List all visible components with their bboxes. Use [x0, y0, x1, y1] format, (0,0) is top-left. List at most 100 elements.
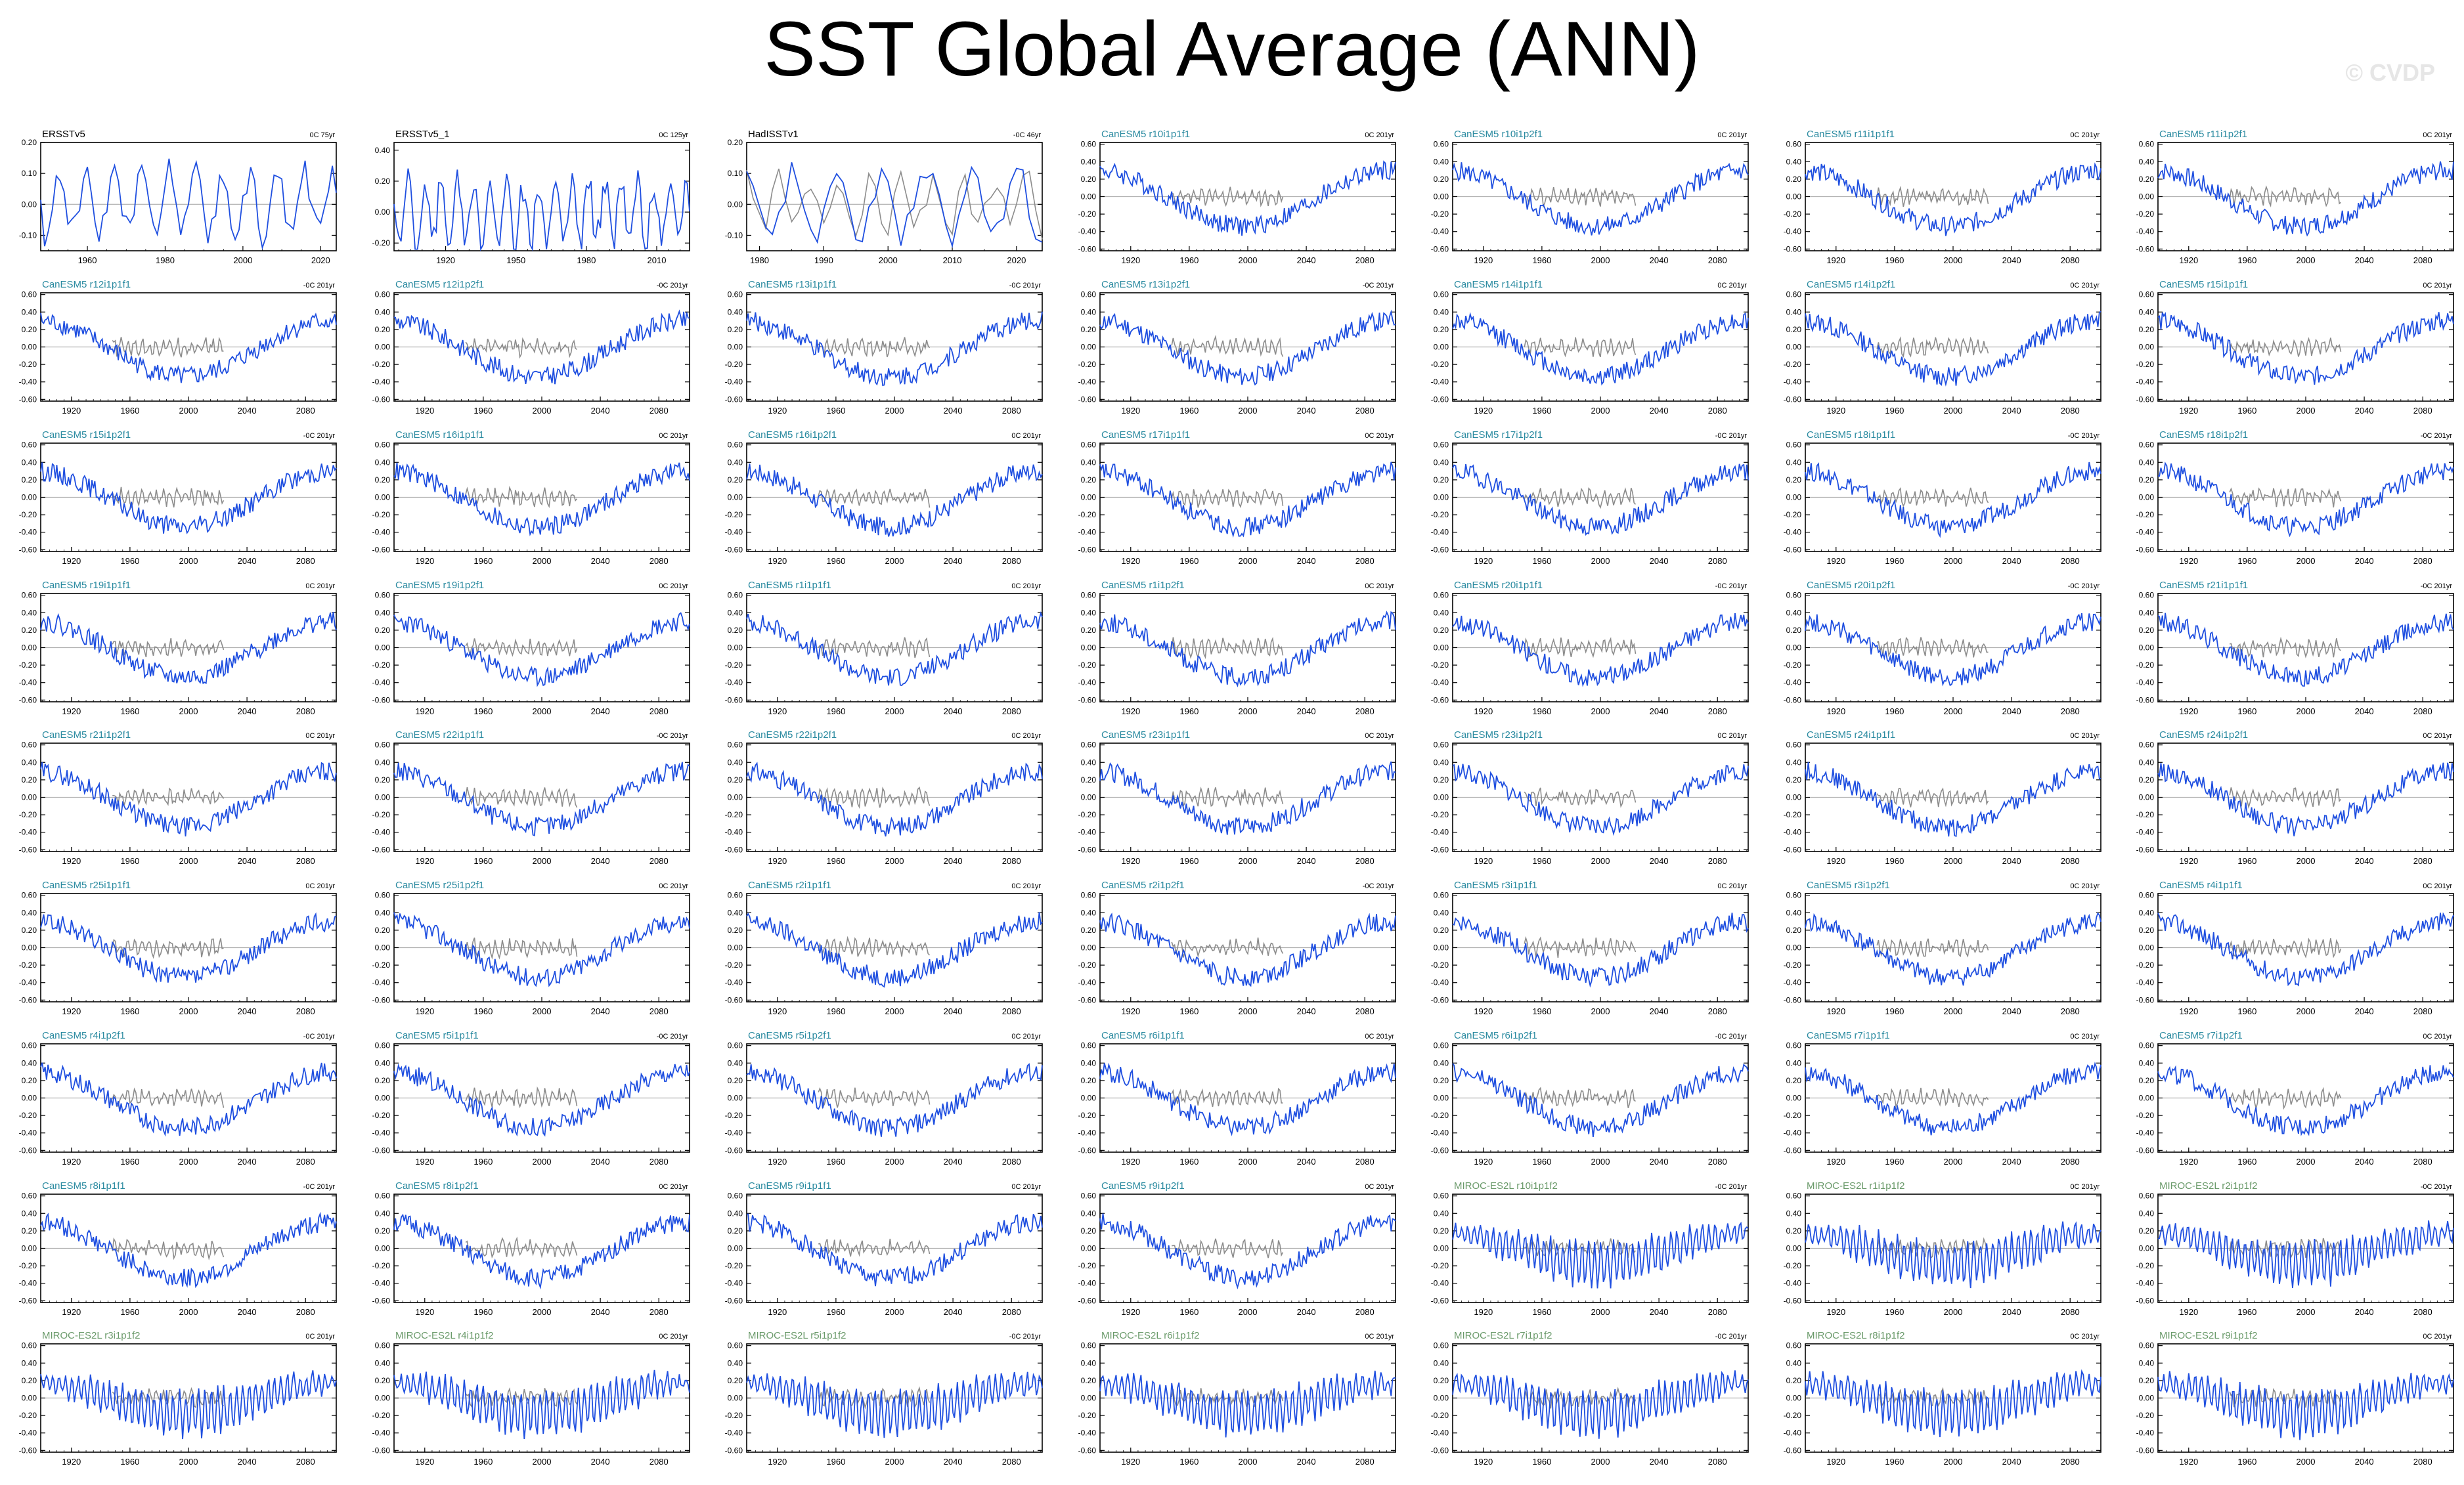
reference-line [2229, 787, 2342, 809]
y-tick-label: 0.20 [375, 177, 391, 186]
y-tick-label: 0.40 [22, 758, 37, 767]
panel-canesm5-r23i1p1f1: 0.60 0.40 0.20 0.00 -0.20 -0.40 -0.60 1920 1960 2… [1078, 729, 1396, 866]
x-tick-label: 2040 [2355, 1307, 2374, 1317]
y-tick-label: 0.60 [1434, 591, 1449, 600]
y-tick-label: -0.60 [725, 845, 743, 854]
y-tick-label: -0.40 [725, 1429, 743, 1438]
watermark-logo: © CVDP [2345, 59, 2435, 86]
x-tick-label: 1920 [1474, 856, 1493, 866]
x-tick-label: 1960 [120, 1307, 139, 1317]
y-tick-label: 0.00 [2139, 1394, 2155, 1403]
series-line [393, 309, 690, 385]
trend-label: -0C 201yr [2068, 432, 2100, 440]
panel-frame [40, 142, 337, 251]
x-tick-label: 2000 [533, 556, 552, 566]
panel-canesm5-r14i1p2f1: 0.60 0.40 0.20 0.00 -0.20 -0.40 -0.60 1920 1960 2… [1784, 279, 2101, 416]
y-tick-label: 0.40 [22, 1358, 37, 1367]
x-tick-label: 2080 [1355, 856, 1375, 866]
trend-label: -0C 201yr [657, 282, 689, 290]
y-tick-label: 0.40 [2139, 608, 2155, 617]
reference-line [2229, 487, 2342, 507]
y-tick-label: 0.60 [375, 591, 391, 600]
y-tick-label: -0.20 [1784, 1261, 1802, 1270]
x-tick-label: 2080 [649, 1157, 669, 1167]
y-tick-label: -0.60 [1431, 545, 1449, 554]
x-tick-label: 2040 [2355, 856, 2374, 866]
y-tick-label: 0.40 [1081, 1058, 1097, 1067]
panel-canesm5-r1i1p2f1: 0.60 0.40 0.20 0.00 -0.20 -0.40 -0.60 1920 1960 2… [1078, 580, 1396, 716]
x-tick-label: 2040 [591, 1157, 610, 1167]
panel-canesm5-r5i1p2f1: 0.60 0.40 0.20 0.00 -0.20 -0.40 -0.60 1920 1960 2… [725, 1030, 1043, 1167]
y-tick-label: 0.20 [1081, 175, 1097, 184]
y-tick-label: 0.40 [1434, 1058, 1449, 1067]
y-tick-label: 0.00 [1434, 192, 1449, 202]
x-tick-label: 2000 [885, 706, 904, 716]
x-tick-label: 2040 [944, 556, 963, 566]
y-tick-label: 0.00 [728, 793, 743, 802]
trend-label: -0C 201yr [1363, 882, 1395, 890]
y-tick-label: 0.60 [2139, 441, 2155, 450]
panel-title: CanESM5 r25i1p2f1 [395, 880, 484, 891]
y-tick-label: 0.40 [375, 908, 391, 917]
x-tick-label: 1960 [473, 406, 493, 416]
trend-label: 0C 201yr [1717, 282, 1747, 290]
y-tick-label: 0.00 [1786, 643, 1802, 653]
y-tick-label: -0.60 [1431, 995, 1449, 1004]
y-tick-label: -0.20 [19, 1261, 37, 1270]
reference-line [1524, 787, 1637, 808]
y-tick-label: 0.00 [1434, 1094, 1449, 1103]
y-tick-label: -0.20 [1784, 960, 1802, 970]
reference-line [112, 787, 225, 806]
x-tick-label: 1920 [1121, 706, 1140, 716]
y-tick-label: 0.40 [1786, 758, 1802, 767]
y-tick-label: 0.40 [728, 307, 743, 316]
y-tick-label: 0.40 [2139, 307, 2155, 316]
x-tick-label: 2000 [2297, 706, 2316, 716]
y-tick-label: -0.60 [372, 1446, 391, 1455]
reference-line [1171, 1087, 1283, 1108]
panel-canesm5-r7i1p1f1: 0.60 0.40 0.20 0.00 -0.20 -0.40 -0.60 1920 1960 2… [1784, 1030, 2101, 1167]
y-tick-label: 0.60 [728, 290, 743, 299]
y-tick-label: -0.60 [19, 1296, 37, 1305]
y-tick-label: 0.60 [375, 441, 391, 450]
panel-ersstv5-1: 0.40 0.20 0.00 -0.20 1920 1950 1980 2010 ERSSTv5… [372, 129, 690, 265]
panel-canesm5-r24i1p2f1: 0.60 0.40 0.20 0.00 -0.20 -0.40 -0.60 1920 1960 2… [2136, 729, 2454, 866]
x-tick-label: 2020 [311, 255, 330, 265]
trend-label: -0C 201yr [1715, 1033, 1748, 1041]
y-tick-label: 0.40 [728, 1358, 743, 1367]
x-tick-label: 2000 [1944, 1457, 1963, 1467]
panel-miroc-es2l-r6i1p1f2: 0.60 0.40 0.20 0.00 -0.20 -0.40 -0.60 1920 1960 2… [1078, 1330, 1396, 1467]
panel-canesm5-r17i1p1f1: 0.60 0.40 0.20 0.00 -0.20 -0.40 -0.60 1920 1960 2… [1078, 429, 1396, 566]
x-tick-label: 2080 [296, 706, 315, 716]
y-tick-label: 0.60 [1786, 441, 1802, 450]
x-tick-label: 2000 [179, 856, 198, 866]
x-tick-label: 2040 [1297, 856, 1316, 866]
x-tick-label: 1960 [120, 556, 139, 566]
y-tick-label: 0.20 [1434, 775, 1449, 785]
y-tick-label: 0.60 [1434, 1041, 1449, 1050]
x-tick-label: 2080 [296, 1006, 315, 1016]
y-tick-label: 0.60 [2139, 140, 2155, 149]
y-tick-label: 0.20 [1434, 1226, 1449, 1236]
y-tick-label: -0.20 [372, 1411, 391, 1420]
y-tick-label: -0.40 [1078, 528, 1097, 537]
y-tick-label: 0.00 [728, 643, 743, 653]
x-tick-label: 2040 [2355, 1006, 2374, 1016]
y-tick-label: -0.60 [1078, 995, 1097, 1004]
y-tick-label: 0.00 [1786, 943, 1802, 953]
reference-line [1171, 334, 1284, 357]
panel-miroc-es2l-r7i1p1f2: 0.60 0.40 0.20 0.00 -0.20 -0.40 -0.60 1920 1960 2… [1431, 1330, 1749, 1467]
reference-line [112, 336, 224, 358]
y-tick-label: -0.20 [1078, 660, 1097, 670]
x-tick-label: 2080 [649, 556, 669, 566]
x-tick-label: 2080 [1002, 856, 1021, 866]
y-tick-label: -0.40 [725, 678, 743, 687]
y-tick-label: -0.60 [372, 1146, 391, 1155]
y-tick-label: 0.60 [728, 591, 743, 600]
x-tick-label: 2080 [1355, 406, 1375, 416]
panel-miroc-es2l-r9i1p1f2: 0.60 0.40 0.20 0.00 -0.20 -0.40 -0.60 1920 1960 2… [2136, 1330, 2454, 1467]
x-tick-label: 1960 [826, 1006, 845, 1016]
y-tick-label: -0.20 [1431, 1261, 1449, 1270]
y-tick-label: 0.40 [1434, 908, 1449, 917]
x-tick-label: 1960 [1179, 1307, 1199, 1317]
